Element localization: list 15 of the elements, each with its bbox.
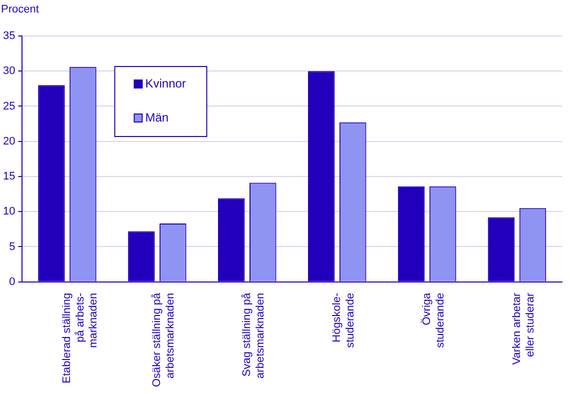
x-tick-label: Övriga studerande [420,292,446,348]
y-tick-label: 20 [2,135,16,148]
y-tick-label: 35 [2,30,16,42]
y-tick-label: 30 [2,65,16,78]
x-tick-label: Högskole- studerande [331,292,356,348]
y-tick-label: 5 [9,240,16,253]
y-tick-label: 10 [2,206,16,218]
y-tick-label: 25 [2,100,16,112]
legend-label: Män [145,110,169,124]
legend-label: Kvinnor [145,76,186,90]
y-tick-label: 0 [9,276,16,288]
y-axis-title: Procent [1,4,39,16]
x-tick-label: Varken arbetar eller studerar [511,292,536,365]
y-tick-label: 15 [2,170,16,183]
x-tick-label: Etablerad ställning på arbets- marknaden [61,292,100,384]
